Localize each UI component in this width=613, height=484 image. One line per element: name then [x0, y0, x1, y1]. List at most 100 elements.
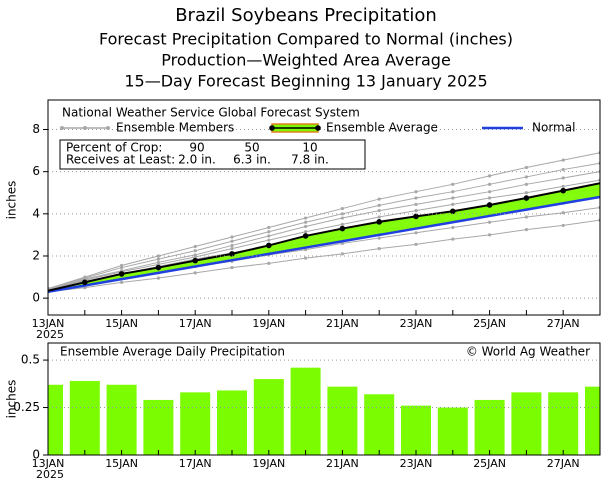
legend-swatch [315, 125, 321, 131]
y-tick-label: 4 [32, 206, 40, 220]
member-point [83, 275, 87, 279]
bar [511, 392, 542, 455]
x-year-label: 2025 [36, 328, 64, 341]
average-point [486, 202, 493, 208]
x-tick-label: 17JAN [179, 457, 212, 470]
member-point [524, 215, 529, 219]
x-tick-label: 23JAN [400, 457, 433, 470]
bar [437, 407, 468, 455]
table-row-label: Receives at Least: [66, 153, 175, 167]
y-tick-label: 2 [32, 248, 40, 262]
member-point [340, 222, 344, 226]
member-point [230, 235, 234, 239]
x-tick-label: 27JAN [547, 317, 580, 330]
member-point [230, 247, 234, 251]
member-point [304, 230, 308, 234]
x-tick-label: 21JAN [326, 317, 359, 330]
member-point [488, 196, 492, 200]
average-line [48, 182, 600, 292]
member-point [193, 271, 197, 275]
bar [474, 399, 505, 455]
member-point [230, 239, 234, 243]
x-tick-label: 13JAN [32, 457, 65, 470]
legend-swatch [269, 125, 275, 131]
member-point [193, 249, 197, 253]
plot-area [48, 151, 600, 294]
legend-swatch [60, 126, 64, 130]
y-tick-label: 0.5 [21, 353, 40, 367]
y-axis-label: inches [5, 181, 19, 220]
table-cell: 10 [302, 141, 317, 155]
chart-subtitle: Forecast Precipitation Compared to Norma… [99, 30, 513, 49]
member-point [304, 224, 308, 229]
legend-label: Ensemble Average [326, 121, 438, 135]
bar [143, 399, 174, 455]
legend-swatch [106, 126, 110, 130]
bar [548, 392, 579, 455]
member-point [451, 190, 455, 194]
average-point [229, 251, 235, 257]
average-point [155, 264, 162, 271]
member-point [304, 216, 308, 220]
table-row-label: Percent of Crop: [66, 141, 162, 155]
x-tick-label: 19JAN [252, 317, 285, 330]
member-point [414, 190, 418, 194]
bar [253, 379, 284, 455]
member-point [340, 212, 344, 216]
table-cell: 2.0 in. [178, 153, 216, 167]
x-year-label: 2025 [36, 468, 64, 481]
average-point [118, 271, 125, 277]
member-point [524, 165, 529, 170]
member-point [488, 233, 492, 237]
panel-header: National Weather Service Global Forecast… [62, 106, 360, 120]
member-point [524, 191, 529, 195]
member-point [193, 253, 197, 257]
chart-title: Brazil Soybeans Precipitation [175, 5, 437, 26]
average-point [413, 213, 419, 220]
member-point [414, 196, 418, 200]
member-point [488, 190, 492, 194]
member-point [561, 223, 565, 228]
member-point [120, 263, 124, 268]
x-tick-label: 15JAN [105, 317, 138, 330]
member-point [414, 242, 418, 246]
member-point [193, 244, 197, 249]
average-point [339, 225, 346, 232]
y-tick-label: 6 [32, 164, 40, 178]
member-point [414, 202, 418, 206]
member-point [120, 280, 124, 284]
bar [217, 390, 247, 455]
plot-frame [47, 99, 601, 316]
member-point [488, 174, 492, 178]
member-point [451, 225, 455, 230]
member-point [156, 257, 160, 261]
bar [48, 384, 63, 455]
member-point [267, 234, 271, 238]
plot-frame [47, 342, 601, 456]
member-point [414, 209, 418, 213]
member-point [304, 220, 308, 224]
legend-label: Normal [532, 121, 575, 135]
member-point [230, 243, 234, 248]
x-tick-label: 27JAN [547, 457, 580, 470]
chart-subtitle: Production—Weighted Area Average [161, 51, 451, 70]
member-line [48, 171, 600, 291]
bar [290, 367, 321, 455]
table-cell: 7.8 in. [291, 153, 329, 167]
member-point [267, 230, 271, 234]
bar [364, 394, 395, 455]
member-point [451, 182, 455, 186]
member-point [377, 203, 381, 207]
y-tick-label: 0.25 [13, 400, 40, 414]
member-point [561, 176, 565, 180]
normal-line [48, 195, 600, 294]
average-point [266, 242, 272, 249]
x-tick-label: 19JAN [252, 457, 285, 470]
bar [401, 405, 431, 455]
member-point [156, 260, 160, 264]
x-tick-label: 21JAN [326, 457, 359, 470]
x-tick-label: 23JAN [400, 317, 433, 330]
y-tick-label: 8 [32, 122, 40, 136]
